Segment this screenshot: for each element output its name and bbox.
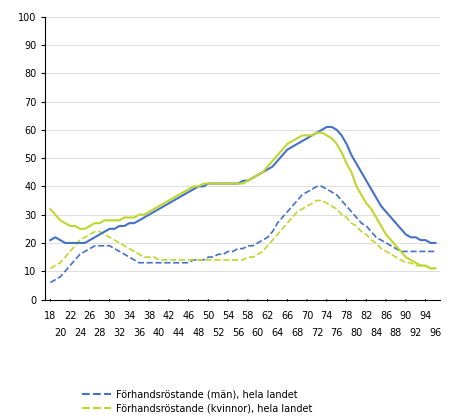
Text: 68: 68 <box>291 328 303 338</box>
Text: 38: 38 <box>143 311 155 321</box>
Text: 56: 56 <box>232 328 244 338</box>
Text: 64: 64 <box>271 328 284 338</box>
Text: 36: 36 <box>133 328 145 338</box>
Text: 24: 24 <box>74 328 86 338</box>
Text: 40: 40 <box>153 328 165 338</box>
Text: 22: 22 <box>64 311 76 321</box>
Text: 46: 46 <box>183 311 195 321</box>
Text: 88: 88 <box>390 328 402 338</box>
Text: 84: 84 <box>370 328 382 338</box>
Text: 44: 44 <box>173 328 185 338</box>
Text: 60: 60 <box>252 328 264 338</box>
Text: 58: 58 <box>242 311 254 321</box>
Text: 76: 76 <box>331 328 343 338</box>
Text: 20: 20 <box>54 328 66 338</box>
Text: 86: 86 <box>380 311 392 321</box>
Text: 26: 26 <box>84 311 96 321</box>
Text: 54: 54 <box>222 311 234 321</box>
Text: 80: 80 <box>350 328 363 338</box>
Text: 28: 28 <box>94 328 106 338</box>
Text: 50: 50 <box>202 311 215 321</box>
Text: 72: 72 <box>311 328 323 338</box>
Text: 52: 52 <box>212 328 224 338</box>
Text: 62: 62 <box>262 311 274 321</box>
Text: 94: 94 <box>419 311 432 321</box>
Text: 66: 66 <box>281 311 293 321</box>
Text: 82: 82 <box>360 311 373 321</box>
Text: 70: 70 <box>301 311 313 321</box>
Text: 34: 34 <box>123 311 135 321</box>
Text: 92: 92 <box>410 328 422 338</box>
Text: 90: 90 <box>400 311 412 321</box>
Text: 74: 74 <box>321 311 333 321</box>
Text: 78: 78 <box>340 311 353 321</box>
Text: 48: 48 <box>192 328 205 338</box>
Legend: Förhandsröstande (män), hela landet, Förhandsröstande (kvinnor), hela landet, Vä: Förhandsröstande (män), hela landet, För… <box>82 389 312 416</box>
Text: 18: 18 <box>44 311 56 321</box>
Text: 30: 30 <box>104 311 116 321</box>
Text: 32: 32 <box>113 328 126 338</box>
Text: 96: 96 <box>429 328 442 338</box>
Text: 42: 42 <box>163 311 175 321</box>
